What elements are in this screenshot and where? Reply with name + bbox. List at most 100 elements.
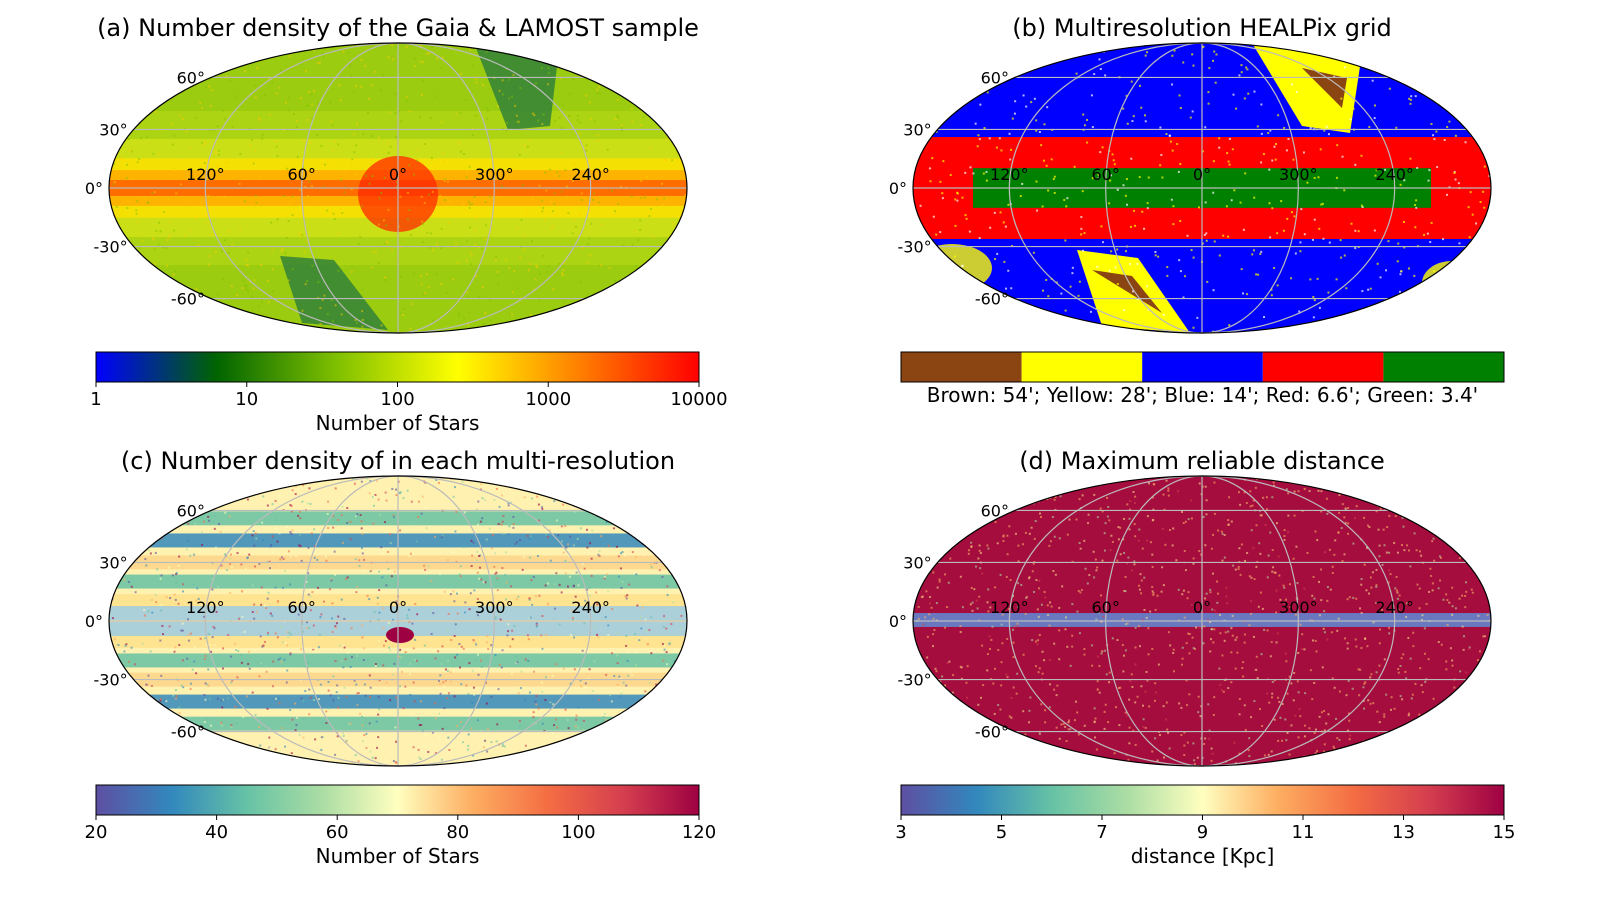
pixel: [1378, 320, 1381, 323]
pixel: [606, 573, 609, 576]
pixel: [284, 101, 287, 104]
pixel: [1048, 659, 1051, 662]
pixel: [162, 211, 165, 214]
pixel: [918, 327, 921, 330]
pixel: [307, 593, 310, 596]
pixel: [1044, 709, 1047, 712]
pixel: [512, 526, 515, 529]
pixel: [1483, 165, 1486, 168]
pixel: [574, 761, 577, 764]
pixel: [1213, 50, 1216, 53]
pixel: [359, 85, 362, 88]
pixel: [535, 277, 538, 280]
pixel: [1405, 482, 1408, 485]
pixel: [981, 314, 984, 317]
pixel: [567, 727, 570, 730]
pixel: [586, 169, 589, 172]
pixel: [1151, 565, 1154, 568]
pixel: [268, 560, 271, 563]
pixel: [537, 503, 540, 506]
pixel: [131, 150, 134, 153]
pixel: [685, 50, 687, 53]
pixel: [1448, 601, 1451, 604]
pixel: [1399, 183, 1402, 186]
pixel: [1252, 499, 1255, 502]
pixel: [512, 74, 515, 77]
pixel: [1254, 486, 1257, 489]
pixel: [136, 161, 139, 164]
pixel: [380, 546, 383, 549]
pixel: [645, 629, 648, 632]
pixel: [1374, 738, 1377, 741]
pixel: [560, 126, 563, 129]
pixel: [136, 520, 139, 523]
pixel: [664, 549, 667, 552]
pixel: [466, 296, 469, 299]
pixel: [668, 699, 671, 702]
pixel: [527, 51, 530, 54]
pixel: [1397, 667, 1400, 670]
pixel: [622, 244, 625, 247]
pixel: [1172, 223, 1175, 226]
pixel: [1260, 250, 1263, 253]
pixel: [374, 664, 377, 667]
pixel: [1462, 648, 1465, 651]
pixel: [1207, 102, 1210, 105]
pixel: [1454, 178, 1457, 181]
pixel: [646, 94, 649, 97]
pixel: [1184, 520, 1187, 523]
pixel: [462, 202, 465, 205]
pixel: [1254, 668, 1257, 671]
pixel: [605, 673, 608, 676]
pixel: [145, 564, 148, 567]
pixel: [374, 757, 377, 760]
pixel: [562, 503, 565, 506]
pixel: [501, 567, 504, 570]
pixel: [1069, 728, 1072, 731]
pixel: [1451, 734, 1454, 737]
pixel: [1451, 744, 1454, 747]
pixel: [1190, 499, 1193, 502]
pixel: [628, 583, 631, 586]
pixel: [190, 478, 193, 481]
pixel: [1393, 707, 1396, 710]
pixel: [1334, 539, 1337, 542]
pixel: [1255, 565, 1258, 568]
pixel: [579, 527, 582, 530]
pixel: [1270, 750, 1273, 753]
pixel: [1346, 598, 1349, 601]
pixel: [538, 482, 541, 485]
pixel: [668, 528, 671, 531]
pixel: [1123, 517, 1126, 520]
latitude-label: 30°: [99, 120, 127, 139]
pixel: [290, 510, 293, 513]
pixel: [286, 631, 289, 634]
pixel: [604, 719, 607, 722]
pixel: [205, 86, 208, 89]
pixel: [224, 511, 227, 514]
pixel: [1335, 717, 1338, 720]
pixel: [915, 233, 918, 236]
pixel: [1198, 550, 1201, 553]
pixel: [414, 65, 417, 68]
pixel: [1318, 306, 1321, 309]
pixel: [666, 594, 669, 597]
pixel: [143, 727, 146, 730]
pixel: [547, 484, 550, 487]
pixel: [1183, 744, 1186, 747]
pixel: [334, 140, 337, 143]
pixel: [1297, 691, 1300, 694]
pixel: [635, 750, 638, 753]
pixel: [586, 588, 589, 591]
pixel: [1266, 508, 1269, 511]
pixel: [1452, 497, 1455, 500]
pixel: [1179, 163, 1182, 166]
pixel: [1112, 159, 1115, 162]
pixel: [1410, 95, 1413, 98]
pixel: [1062, 722, 1065, 725]
pixel: [1296, 582, 1299, 585]
pixel: [1223, 639, 1226, 642]
pixel: [639, 219, 642, 222]
pixel: [361, 724, 364, 727]
pixel: [1473, 535, 1476, 538]
